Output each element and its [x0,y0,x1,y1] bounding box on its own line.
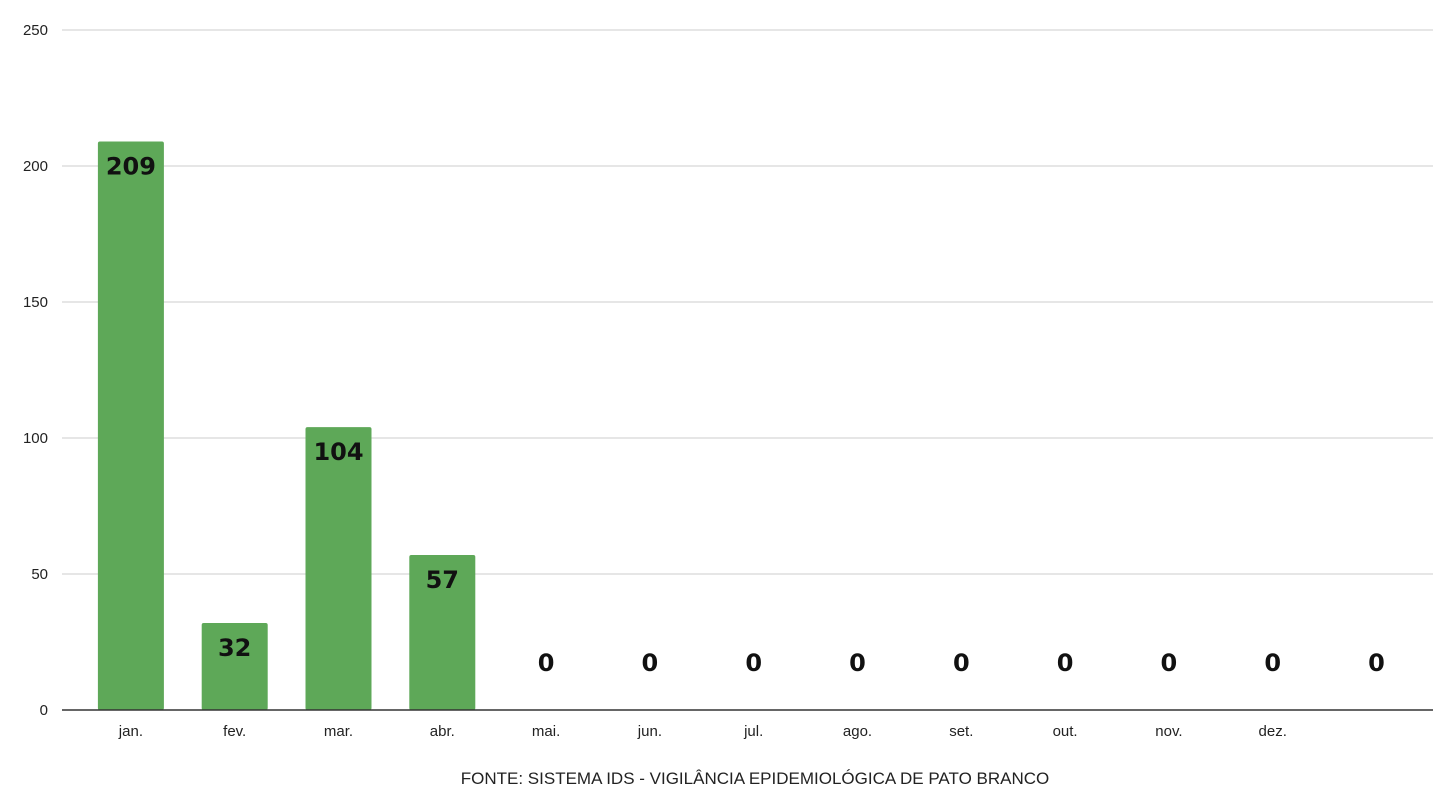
data-label: 32 [218,634,251,662]
x-axis-ticks: jan. fev. mar. abr. mai. jun. jul. ago. set. out.… [118,723,1287,740]
x-tick-label: jul. [743,723,763,740]
data-label: 57 [426,566,459,594]
x-tick-label: nov. [1155,723,1182,740]
source-note: FONTE: SISTEMA IDS - VIGILÂNCIA EPIDEMIO… [461,769,1050,788]
data-label: 209 [106,153,156,181]
y-tick-label: 0 [40,702,48,719]
x-tick-label: dez. [1259,723,1287,740]
bars [98,142,475,710]
y-axis-ticks: 0 50 100 150 200 250 [23,22,48,719]
x-tick-label: abr. [430,723,455,740]
x-tick-label: fev. [223,723,246,740]
data-label: 0 [1057,649,1074,677]
gridlines [62,30,1433,574]
x-tick-label: ago. [843,723,872,740]
data-label: 0 [642,649,659,677]
data-label: 0 [1264,649,1281,677]
y-tick-label: 100 [23,430,48,447]
data-label: 0 [538,649,555,677]
x-tick-label: mai. [532,723,560,740]
y-tick-label: 250 [23,22,48,39]
data-label: 0 [953,649,970,677]
x-tick-label: jan. [118,723,143,740]
x-tick-label: out. [1053,723,1078,740]
data-label: 0 [745,649,762,677]
data-label: 104 [313,438,363,466]
y-tick-label: 150 [23,294,48,311]
x-tick-label: mar. [324,723,353,740]
data-label: 0 [1368,649,1385,677]
y-tick-label: 50 [31,566,48,583]
bar [98,142,164,710]
x-tick-label: jun. [637,723,662,740]
data-label: 0 [849,649,866,677]
data-labels: 209 32 104 57 0 0 0 0 0 0 0 0 0 [106,153,1385,677]
x-tick-label: set. [949,723,973,740]
y-tick-label: 200 [23,158,48,175]
data-label: 0 [1161,649,1178,677]
bar [306,427,372,710]
